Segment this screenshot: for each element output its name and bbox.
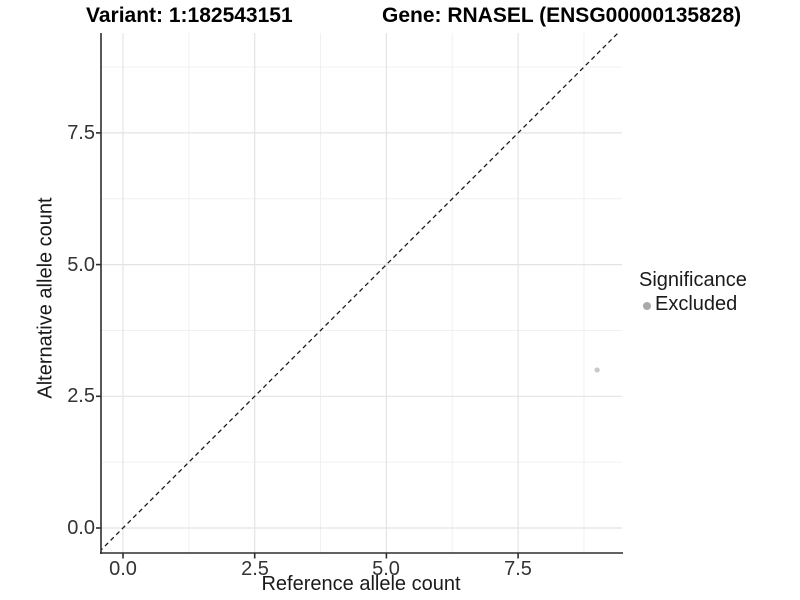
- x-tick-label-1: 2.5: [241, 558, 269, 580]
- x-tick-label-0: 0.0: [109, 558, 137, 580]
- y-axis-title: Alternative allele count: [34, 197, 57, 399]
- minor-gridlines: [101, 33, 622, 553]
- gene-title: Gene: RNASEL (ENSG00000135828): [382, 4, 742, 27]
- y-tick-label-1: 5.0: [67, 254, 95, 276]
- data-points: [594, 367, 600, 373]
- data-point: [594, 367, 600, 373]
- legend: Significance Excluded: [639, 269, 747, 316]
- variant-title: Variant: 1:182543151: [86, 4, 293, 27]
- y-tick-label-0: 7.5: [67, 122, 95, 144]
- x-axis-title: Reference allele count: [261, 573, 461, 595]
- excluded-point-icon: [643, 301, 651, 310]
- chart-panel: [96, 33, 623, 559]
- identity-dashed-line: [101, 33, 619, 551]
- legend-item-label: Excluded: [655, 293, 738, 315]
- major-gridlines: [101, 33, 622, 553]
- legend-item-excluded: Excluded: [639, 293, 747, 316]
- axis-lines: [100, 33, 623, 554]
- legend-title: Significance: [639, 269, 747, 291]
- tick-marks: [96, 132, 519, 559]
- y-tick-label-3: 0.0: [67, 517, 95, 539]
- x-tick-label-3: 7.5: [504, 558, 532, 580]
- x-tick-label-2: 5.0: [372, 558, 400, 580]
- y-tick-label-2: 2.5: [67, 385, 95, 407]
